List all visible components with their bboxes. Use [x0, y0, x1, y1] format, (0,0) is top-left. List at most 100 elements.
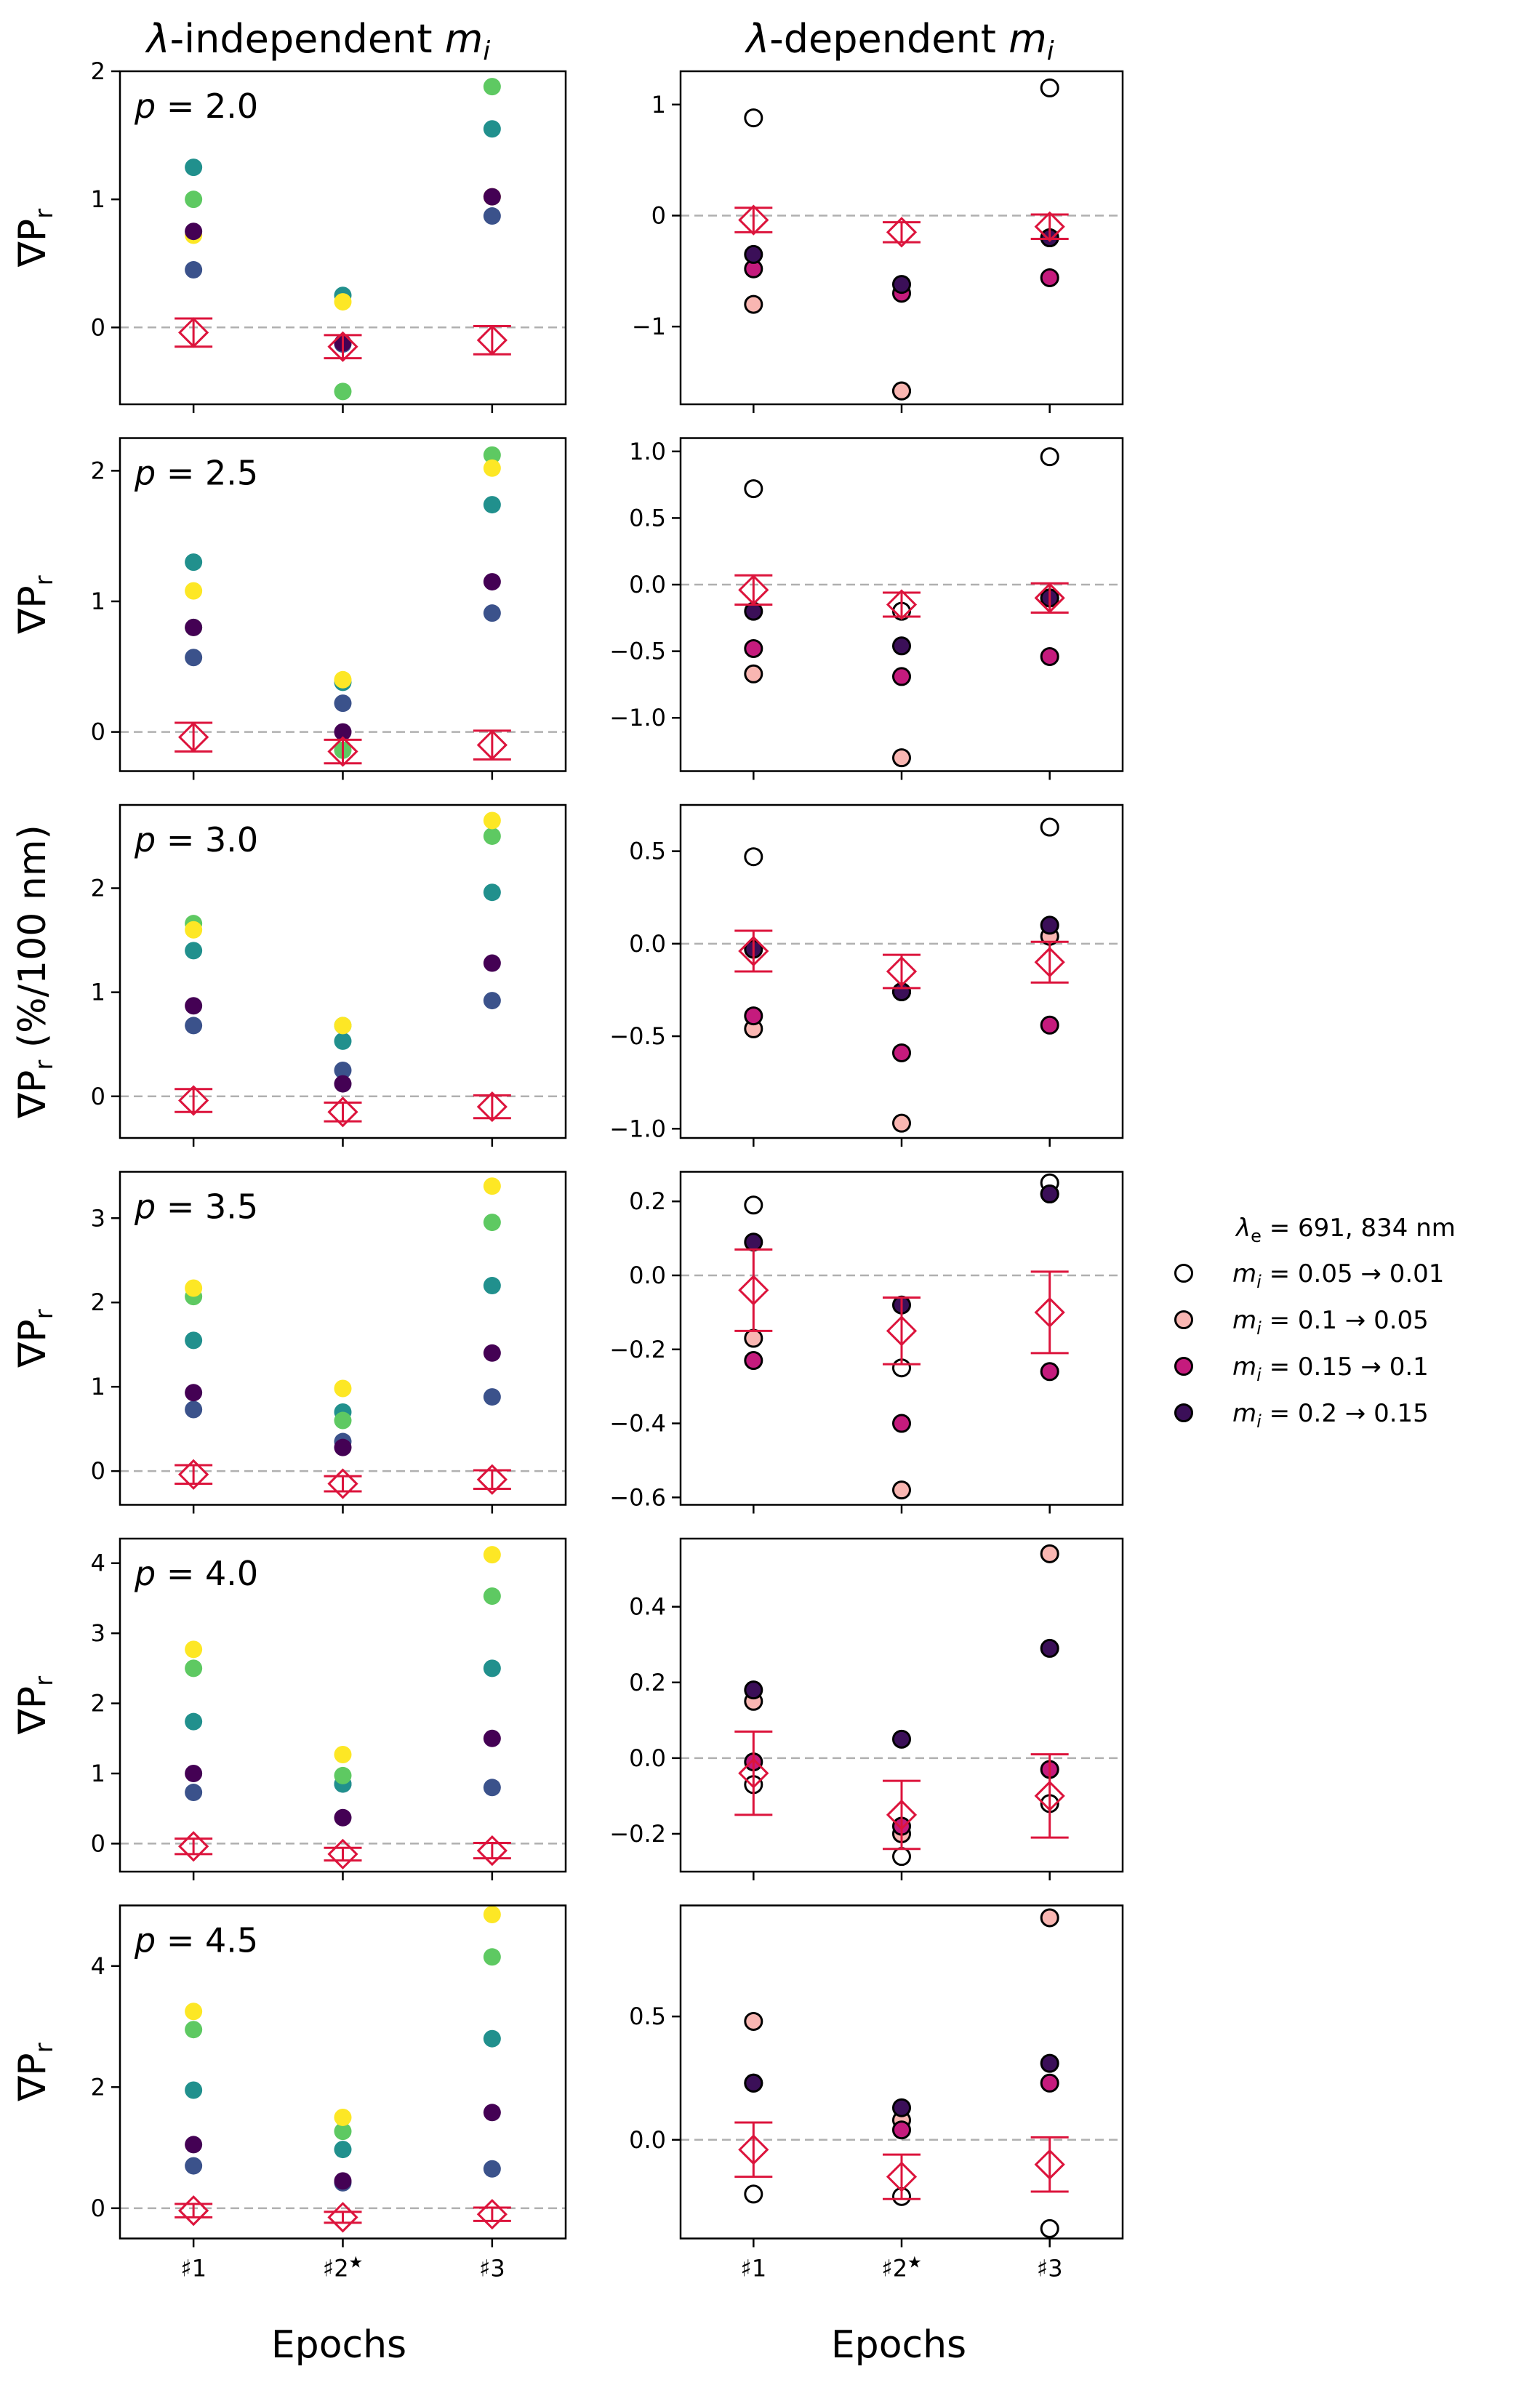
x-tick-label: ♯2★ — [323, 2254, 364, 2282]
observed-epoch2 — [883, 2153, 921, 2200]
data-point-epoch3-series4 — [1040, 915, 1059, 935]
observed-diamond — [1034, 211, 1065, 242]
x-tick-label: ♯1 — [740, 2255, 766, 2282]
y-tick-label: −1 — [632, 313, 666, 340]
legend-label: mi = 0.05 → 0.01 — [1232, 1259, 1444, 1292]
observed-diamond — [886, 955, 918, 987]
data-point-epoch1-series1 — [744, 1195, 763, 1215]
data-point-epoch2-series2 — [334, 2141, 352, 2159]
observed-diamond — [327, 1097, 358, 1128]
observed-diamond — [1034, 582, 1065, 614]
y-tick-label: 2 — [91, 2073, 105, 2101]
observed-diamond — [738, 574, 769, 606]
x-tick-label: ♯2★ — [881, 2254, 922, 2282]
observed-diamond — [738, 204, 769, 236]
y-tick-label: 0 — [91, 2194, 105, 2222]
observed-epoch3 — [1030, 940, 1069, 984]
y-tick-label: 2 — [91, 457, 105, 484]
data-point-epoch1-series4 — [185, 2003, 203, 2021]
panel-3-left: 0 1 2 p = 3.0 ∇Pr (%/100 nm) — [11, 803, 567, 1147]
observed-epoch2 — [324, 736, 362, 767]
panel-5-left: 0 1 2 3 4 p = 4.0 ∇Pr — [11, 1537, 567, 1880]
y-axis-label: ∇Pr — [11, 209, 59, 268]
legend-entry-2: mi = 0.1 → 0.05 — [1174, 1306, 1429, 1339]
data-point-epoch1-series3 — [744, 1006, 763, 1026]
observed-epoch1 — [734, 1730, 773, 1816]
data-point-epoch2-series5 — [334, 1075, 352, 1093]
y-axis-label: ∇Pr — [11, 2043, 59, 2101]
y-tick-label: 0 — [91, 1829, 105, 1857]
p-label: p = 3.5 — [134, 1187, 258, 1227]
panel-6-right: 0.0 0.5 ♯1 ♯2★ ♯3 — [629, 1904, 1124, 2282]
y-tick-label: −0.5 — [609, 1022, 666, 1050]
data-point-epoch1-series4 — [185, 1640, 203, 1659]
panel-1-left: 0 1 2 p = 2.0 ∇Pr — [11, 57, 567, 413]
observed-diamond — [476, 324, 508, 356]
data-point-epoch1-series5 — [185, 997, 203, 1015]
y-axis-label: ∇Pr — [11, 1676, 59, 1735]
observed-epoch2 — [883, 589, 921, 620]
y-tick-label: −0.4 — [609, 1410, 666, 1438]
column-title-left: λ-independent mi — [145, 16, 491, 66]
observed-epoch3 — [1030, 1270, 1069, 1355]
data-point-epoch3-series2 — [1040, 1544, 1059, 1563]
observed-epoch3 — [1030, 582, 1069, 614]
data-point-epoch3-series5 — [483, 1344, 501, 1362]
legend: λe = 691, 834 nm mi = 0.05 → 0.01 mi = 0.1… — [1174, 1214, 1456, 1432]
panel-4-left: 0 1 2 3 p = 3.5 ∇Pr — [11, 1171, 567, 1514]
observed-diamond — [327, 331, 358, 362]
observed-diamond — [886, 2161, 918, 2192]
observed-diamond — [738, 1275, 769, 1306]
y-tick-label: −0.2 — [609, 1336, 666, 1363]
data-point-epoch3-series1 — [1040, 2218, 1059, 2238]
data-point-epoch3-series4 — [483, 1546, 501, 1564]
y-axis-label: ∇Pr — [11, 1309, 59, 1368]
data-point-epoch3-series2 — [483, 496, 501, 514]
observed-diamond — [738, 1757, 769, 1789]
data-point-epoch2-series4 — [892, 2098, 911, 2117]
observed-epoch3 — [473, 1835, 511, 1867]
observed-epoch2 — [883, 1296, 921, 1366]
observed-epoch1 — [175, 1459, 213, 1490]
x-axis-label-right: Epochs — [831, 2323, 966, 2367]
observed-epoch1 — [175, 1085, 213, 1116]
data-point-epoch3-series3 — [483, 446, 501, 464]
data-point-epoch1-series1 — [744, 479, 763, 499]
data-point-epoch3-series3 — [483, 827, 501, 845]
x-tick-label: ♯3 — [479, 2255, 505, 2282]
observed-diamond — [327, 1838, 358, 1870]
data-point-epoch1-series1 — [744, 847, 763, 867]
observed-epoch1 — [175, 1831, 213, 1862]
data-point-epoch3-series2 — [483, 883, 501, 902]
observed-epoch2 — [324, 1838, 362, 1870]
y-axis-label: ∇Pr (%/100 nm) — [11, 825, 59, 1119]
data-point-epoch2-series3 — [334, 2123, 352, 2141]
data-point-epoch1-series4 — [744, 2073, 763, 2093]
y-tick-label: 1 — [91, 979, 105, 1006]
data-point-epoch2-series4 — [334, 293, 352, 311]
y-tick-label: −0.5 — [609, 638, 666, 665]
data-point-epoch1-series2 — [744, 294, 763, 314]
data-point-epoch2-series3 — [334, 1411, 352, 1430]
p-label: p = 4.0 — [134, 1554, 258, 1593]
data-point-epoch2-series3 — [334, 1766, 352, 1784]
data-point-epoch3-series3 — [483, 1214, 501, 1232]
observed-epoch2 — [324, 2202, 362, 2233]
observed-epoch2 — [324, 331, 362, 362]
data-point-epoch1-series4 — [744, 244, 763, 264]
data-point-epoch3-series1 — [483, 1388, 501, 1406]
data-point-epoch3-series4 — [483, 459, 501, 477]
observed-diamond — [738, 2134, 769, 2165]
y-tick-label: −0.6 — [609, 1483, 666, 1511]
panel-3-right: −1.0 −0.5 0.0 0.5 — [609, 803, 1124, 1147]
observed-epoch1 — [734, 929, 773, 973]
y-tick-label: 1 — [91, 1373, 105, 1400]
x-axis-label-left: Epochs — [271, 2323, 406, 2367]
observed-epoch3 — [473, 2199, 511, 2230]
legend-label: mi = 0.2 → 0.15 — [1232, 1399, 1429, 1432]
p-label: p = 3.0 — [134, 820, 258, 859]
data-point-epoch3-series2 — [483, 1659, 501, 1677]
panel-6-left: 0 2 4 ♯1 ♯2★ ♯3 p = 4.5 ∇Pr — [11, 1904, 567, 2282]
y-tick-label: 0.0 — [629, 2126, 666, 2154]
data-point-epoch1-series1 — [185, 1784, 203, 1802]
